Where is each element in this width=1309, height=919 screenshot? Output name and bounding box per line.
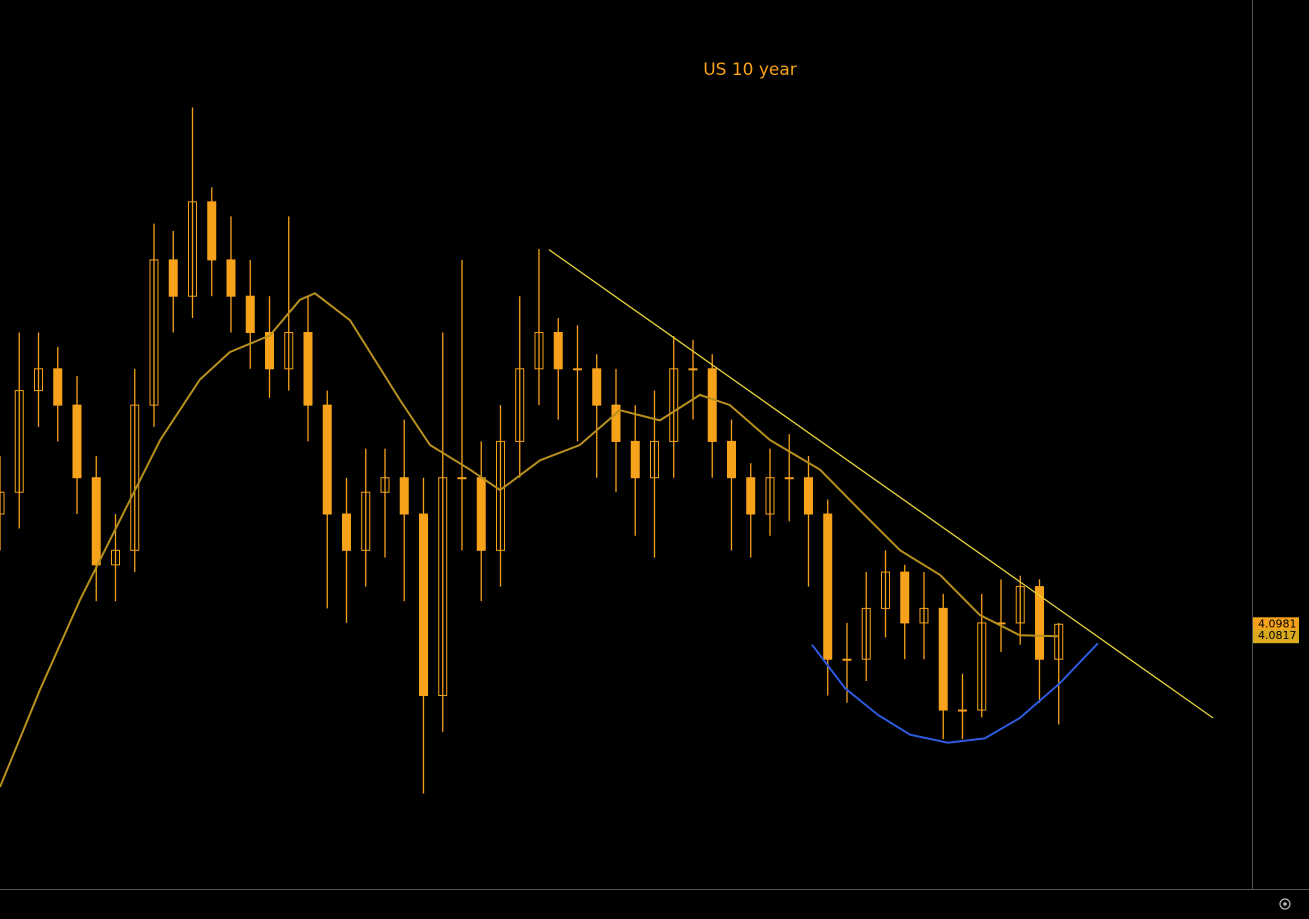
candle-body <box>880 571 890 609</box>
candle-body <box>1054 623 1064 660</box>
candle-body <box>187 201 197 297</box>
support-arc <box>811 642 1099 744</box>
settings-icon[interactable] <box>1279 898 1291 910</box>
candle-body <box>515 368 525 442</box>
candle-body <box>341 513 351 551</box>
candle-body <box>977 622 987 711</box>
candle-body <box>746 477 756 515</box>
candle-body <box>649 440 659 479</box>
candle-body <box>823 513 833 660</box>
candle-body <box>707 368 717 442</box>
candle-body <box>572 368 582 371</box>
candle-body <box>361 491 371 551</box>
candle-body <box>53 368 63 406</box>
candle-body <box>130 404 140 551</box>
plot <box>0 107 1214 794</box>
candle-body <box>957 709 967 712</box>
candle-body <box>938 607 948 711</box>
candle-body <box>418 513 428 697</box>
price-label: 4.0981 <box>1258 617 1297 630</box>
candle-body <box>630 440 640 479</box>
candle-body <box>1015 586 1025 624</box>
candle-body <box>765 477 775 515</box>
price-label-box <box>1253 617 1299 632</box>
settings-button[interactable] <box>1279 898 1291 910</box>
candle-body <box>784 477 794 480</box>
candle-body <box>553 332 563 370</box>
candle-body <box>33 368 43 392</box>
candle-body <box>842 658 852 661</box>
candle-body <box>669 368 679 442</box>
candle-body <box>380 477 390 493</box>
candle-body <box>91 477 101 566</box>
candle-body <box>149 259 159 406</box>
candle-body <box>14 390 24 493</box>
candle-body <box>592 368 602 406</box>
candle-body <box>861 607 871 660</box>
trendline <box>548 249 1214 719</box>
candle-body <box>72 404 82 479</box>
candle-body <box>303 332 313 406</box>
candle-body <box>611 404 621 442</box>
candle-body <box>245 295 255 334</box>
candle-body <box>207 201 217 261</box>
candle-body <box>688 368 698 371</box>
candle-body <box>168 259 178 297</box>
candle-body <box>534 332 544 370</box>
chart-title: US 10 year <box>703 60 797 80</box>
settings-icon-center[interactable] <box>1283 902 1287 906</box>
candle-body <box>284 332 294 370</box>
moving-average <box>0 292 1059 788</box>
candle-body <box>322 404 332 515</box>
candle-body <box>495 440 505 551</box>
candle-body <box>803 477 813 515</box>
candle-body <box>0 491 5 515</box>
candle-body <box>919 607 929 624</box>
candle-body <box>476 477 486 551</box>
candle-body <box>1034 586 1044 660</box>
candle-body <box>110 549 120 566</box>
price-label-box <box>1253 629 1299 644</box>
candle-body <box>457 477 467 480</box>
price-label: 4.0817 <box>1258 629 1297 642</box>
candle-body <box>264 332 274 370</box>
candle-body <box>399 477 409 515</box>
candle-body <box>726 440 736 479</box>
candle-body <box>438 477 448 697</box>
candle-body <box>226 259 236 297</box>
candle-body <box>900 571 910 624</box>
